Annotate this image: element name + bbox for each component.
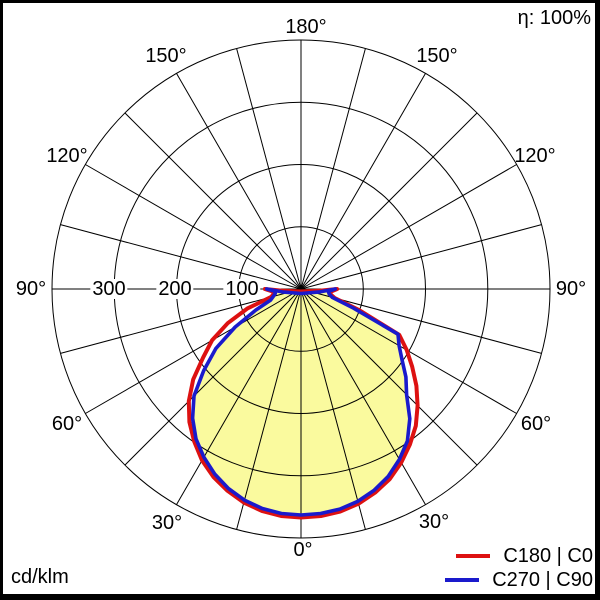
grid-radial-345 [236, 48, 302, 290]
grid-radial-300 [85, 164, 302, 290]
grid-radial-150 [300, 288, 426, 505]
angle-label-90-right: 90° [555, 278, 587, 300]
angle-label-150-left: 150° [145, 45, 187, 67]
grid-radial-15 [300, 48, 366, 290]
angle-label-60-left: 60° [51, 413, 83, 435]
angle-label-90-left: 90° [15, 278, 47, 300]
legend-swatch-c180-c0 [456, 554, 491, 558]
curve-c270-c90 [190, 287, 412, 517]
efficiency-label: η: 100% [517, 7, 591, 29]
grid-radial-60 [300, 164, 517, 290]
grid-radial-195 [236, 288, 302, 530]
legend-swatch-c270-c90 [445, 578, 480, 582]
grid-radial-75 [300, 224, 542, 290]
grid-radial-210 [176, 288, 302, 505]
angle-label-180: 180° [285, 16, 327, 38]
legend-item-c180-c0: C180 | C0 [445, 544, 593, 568]
grid-radial-285 [60, 224, 302, 290]
radial-label-200: 200 [156, 278, 194, 300]
angle-label-0: 0° [293, 539, 313, 561]
grid-radial-135 [300, 288, 478, 466]
angle-label-120-left: 120° [46, 145, 88, 167]
radial-label-300: 300 [90, 278, 128, 300]
legend: C180 | C0 C270 | C90 [445, 544, 593, 592]
angle-label-30-right: 30° [418, 511, 450, 533]
legend-item-c270-c90: C270 | C90 [445, 568, 593, 592]
radial-label-100: 100 [223, 278, 261, 300]
angle-label-120-right: 120° [514, 145, 556, 167]
unit-label: cd/klm [11, 566, 69, 588]
grid-radial-225 [124, 288, 302, 466]
grid-radial-315 [124, 112, 302, 290]
grid-radial-30 [300, 73, 426, 290]
grid-radial-330 [176, 73, 302, 290]
angle-label-30-left: 30° [151, 512, 183, 534]
angle-label-60-right: 60° [520, 413, 552, 435]
grid-radial-240 [85, 288, 302, 414]
legend-label-c180-c0: C180 | C0 [503, 545, 593, 567]
grid-radial-45 [300, 112, 478, 290]
legend-label-c270-c90: C270 | C90 [492, 569, 593, 591]
angle-label-150-right: 150° [416, 45, 458, 67]
grid-radial-165 [300, 288, 366, 530]
